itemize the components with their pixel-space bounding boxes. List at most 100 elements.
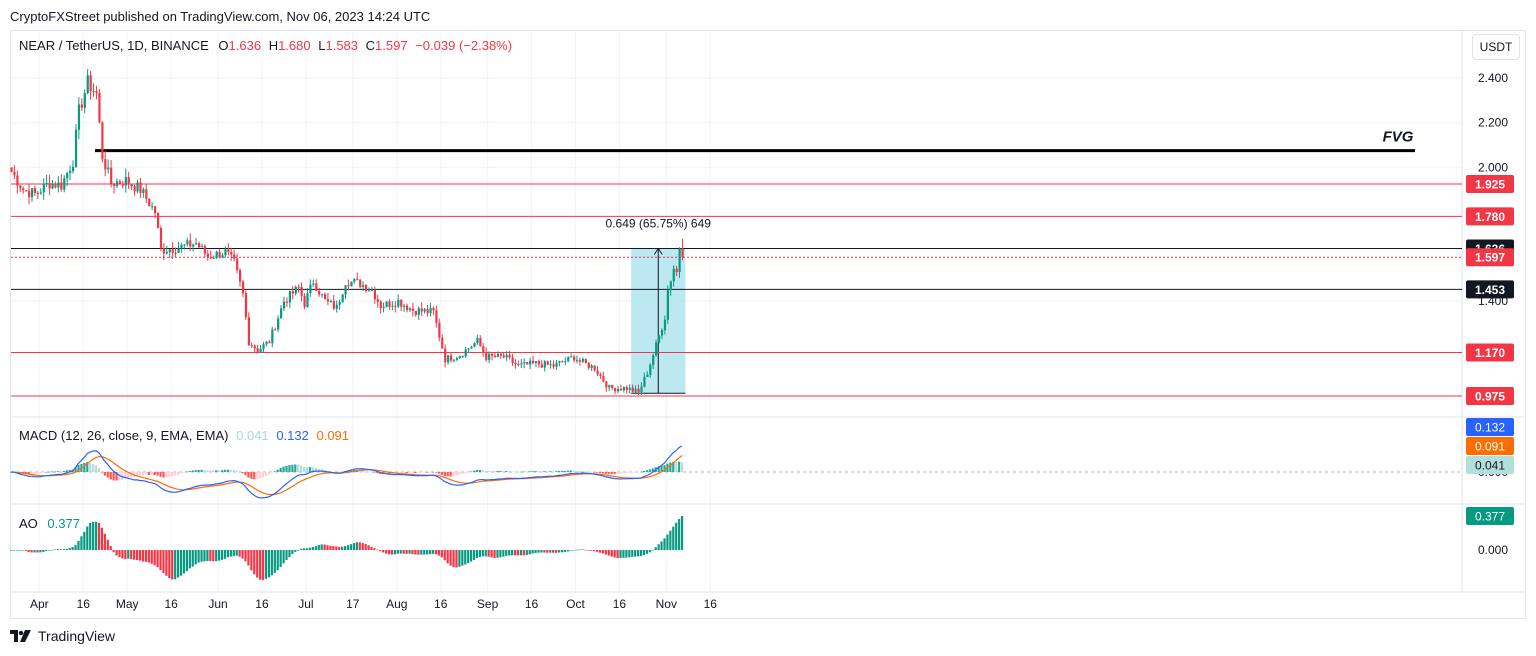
macd-hist-value: 0.041 xyxy=(236,428,269,443)
candle-body xyxy=(447,355,450,363)
ao-legend[interactable]: AO 0.377 xyxy=(19,516,80,531)
macd-hist-bar xyxy=(402,472,405,473)
macd-hist-bar xyxy=(610,472,613,474)
macd-hist-bar xyxy=(261,472,265,478)
ohlc-close: 1.597 xyxy=(375,38,408,53)
ao-bar xyxy=(232,550,235,556)
ao-bar xyxy=(534,550,537,554)
ao-bar xyxy=(177,550,180,578)
ao-bar xyxy=(212,550,215,562)
ao-bar xyxy=(194,550,197,565)
ao-zero-tick: 0.000 xyxy=(1478,543,1508,557)
ao-bar xyxy=(270,550,273,576)
macd-hist-bar xyxy=(349,470,353,472)
macd-hist-bar xyxy=(505,470,508,472)
ao-bar xyxy=(373,548,376,550)
level-tag-text: 0.975 xyxy=(1475,389,1505,403)
candle-body xyxy=(370,290,374,292)
candle-body xyxy=(678,248,681,273)
ao-bar xyxy=(100,527,104,550)
macd-hist-bar xyxy=(197,469,200,472)
ao-bar xyxy=(584,549,587,551)
macd-hist-bar xyxy=(86,461,89,472)
macd-line xyxy=(10,445,683,499)
macd-hist-bar xyxy=(311,467,314,472)
candle-body xyxy=(411,308,415,311)
macd-hist-bar xyxy=(596,472,599,473)
macd-hist-bar xyxy=(590,471,593,473)
candle-body xyxy=(192,244,195,247)
ao-bar xyxy=(83,531,86,550)
macd-hist-bar xyxy=(212,470,215,472)
macd-value-tag xyxy=(1466,456,1514,474)
time-tick-label: Jun xyxy=(208,597,227,611)
footer-brand[interactable]: TradingView xyxy=(10,628,115,644)
macd-hist-bar xyxy=(396,472,399,474)
ao-bar xyxy=(18,550,21,551)
time-tick-label: 16 xyxy=(525,597,539,611)
macd-hist-bar xyxy=(475,470,479,472)
candle-body xyxy=(28,190,31,198)
candle-body xyxy=(309,284,312,294)
level-tag-text: 1.597 xyxy=(1475,251,1505,265)
macd-hist-bar xyxy=(209,470,212,472)
ao-bar xyxy=(499,550,502,558)
candle-body xyxy=(48,183,51,189)
macd-legend[interactable]: MACD (12, 26, close, 9, EMA, EMA) 0.041 … xyxy=(19,428,349,443)
ao-bar xyxy=(458,550,461,567)
macd-hist-bar xyxy=(220,470,224,472)
ao-bar xyxy=(121,550,124,559)
macd-line-value: 0.132 xyxy=(276,428,309,443)
ao-bar xyxy=(323,544,326,550)
ao-bar xyxy=(247,550,250,566)
macd-hist-bar xyxy=(361,470,364,472)
candle-body xyxy=(408,308,412,311)
macd-hist-bar xyxy=(130,472,133,478)
macd-hist-bar xyxy=(607,472,610,474)
ao-bar xyxy=(455,550,458,568)
candle-body xyxy=(555,362,558,367)
ohlc-high-label: H xyxy=(268,38,279,53)
candle-body xyxy=(611,385,614,389)
candle-body xyxy=(16,175,19,186)
candle-body xyxy=(681,248,684,258)
macd-hist-bar xyxy=(639,471,643,473)
ao-bar xyxy=(484,550,487,557)
macd-hist-bar xyxy=(387,472,391,474)
ao-bar xyxy=(496,550,499,558)
ao-bar xyxy=(112,550,115,553)
tradingview-logo-icon xyxy=(10,630,31,642)
ohlc-change: −0.039 (−2.38%) xyxy=(415,38,513,53)
candle-body xyxy=(162,248,166,254)
currency-button[interactable]: USDT xyxy=(1472,34,1520,60)
candle-body xyxy=(341,294,344,303)
macd-hist-bar xyxy=(669,462,672,472)
ao-bar xyxy=(320,544,323,550)
candle-body xyxy=(543,361,546,368)
candle-body xyxy=(332,301,335,309)
macd-hist-bar xyxy=(177,472,180,475)
ohlc-close-label: C xyxy=(365,38,376,53)
ao-bar xyxy=(396,550,399,554)
time-tick-label: Sep xyxy=(477,597,499,611)
candle-body xyxy=(247,317,250,346)
macd-hist-bar xyxy=(634,472,637,473)
ao-bar xyxy=(566,550,569,552)
ao-bar xyxy=(472,550,476,560)
ao-bar xyxy=(516,550,520,556)
ao-bar xyxy=(48,550,51,551)
candle-body xyxy=(660,330,664,336)
macd-hist-bar xyxy=(259,472,262,479)
candle-body xyxy=(532,360,535,363)
macd-hist-bar xyxy=(185,471,188,473)
candle-body xyxy=(159,227,163,249)
macd-hist-bar xyxy=(511,471,514,472)
symbol-name: NEAR / TetherUS, 1D, BINANCE xyxy=(19,38,209,53)
candle-body xyxy=(564,361,567,363)
ao-bar xyxy=(467,550,470,564)
macd-hist-bar xyxy=(200,469,203,472)
ohlc-low-label: L xyxy=(318,38,326,53)
macd-hist-bar xyxy=(516,471,520,473)
ao-bar xyxy=(528,550,531,555)
